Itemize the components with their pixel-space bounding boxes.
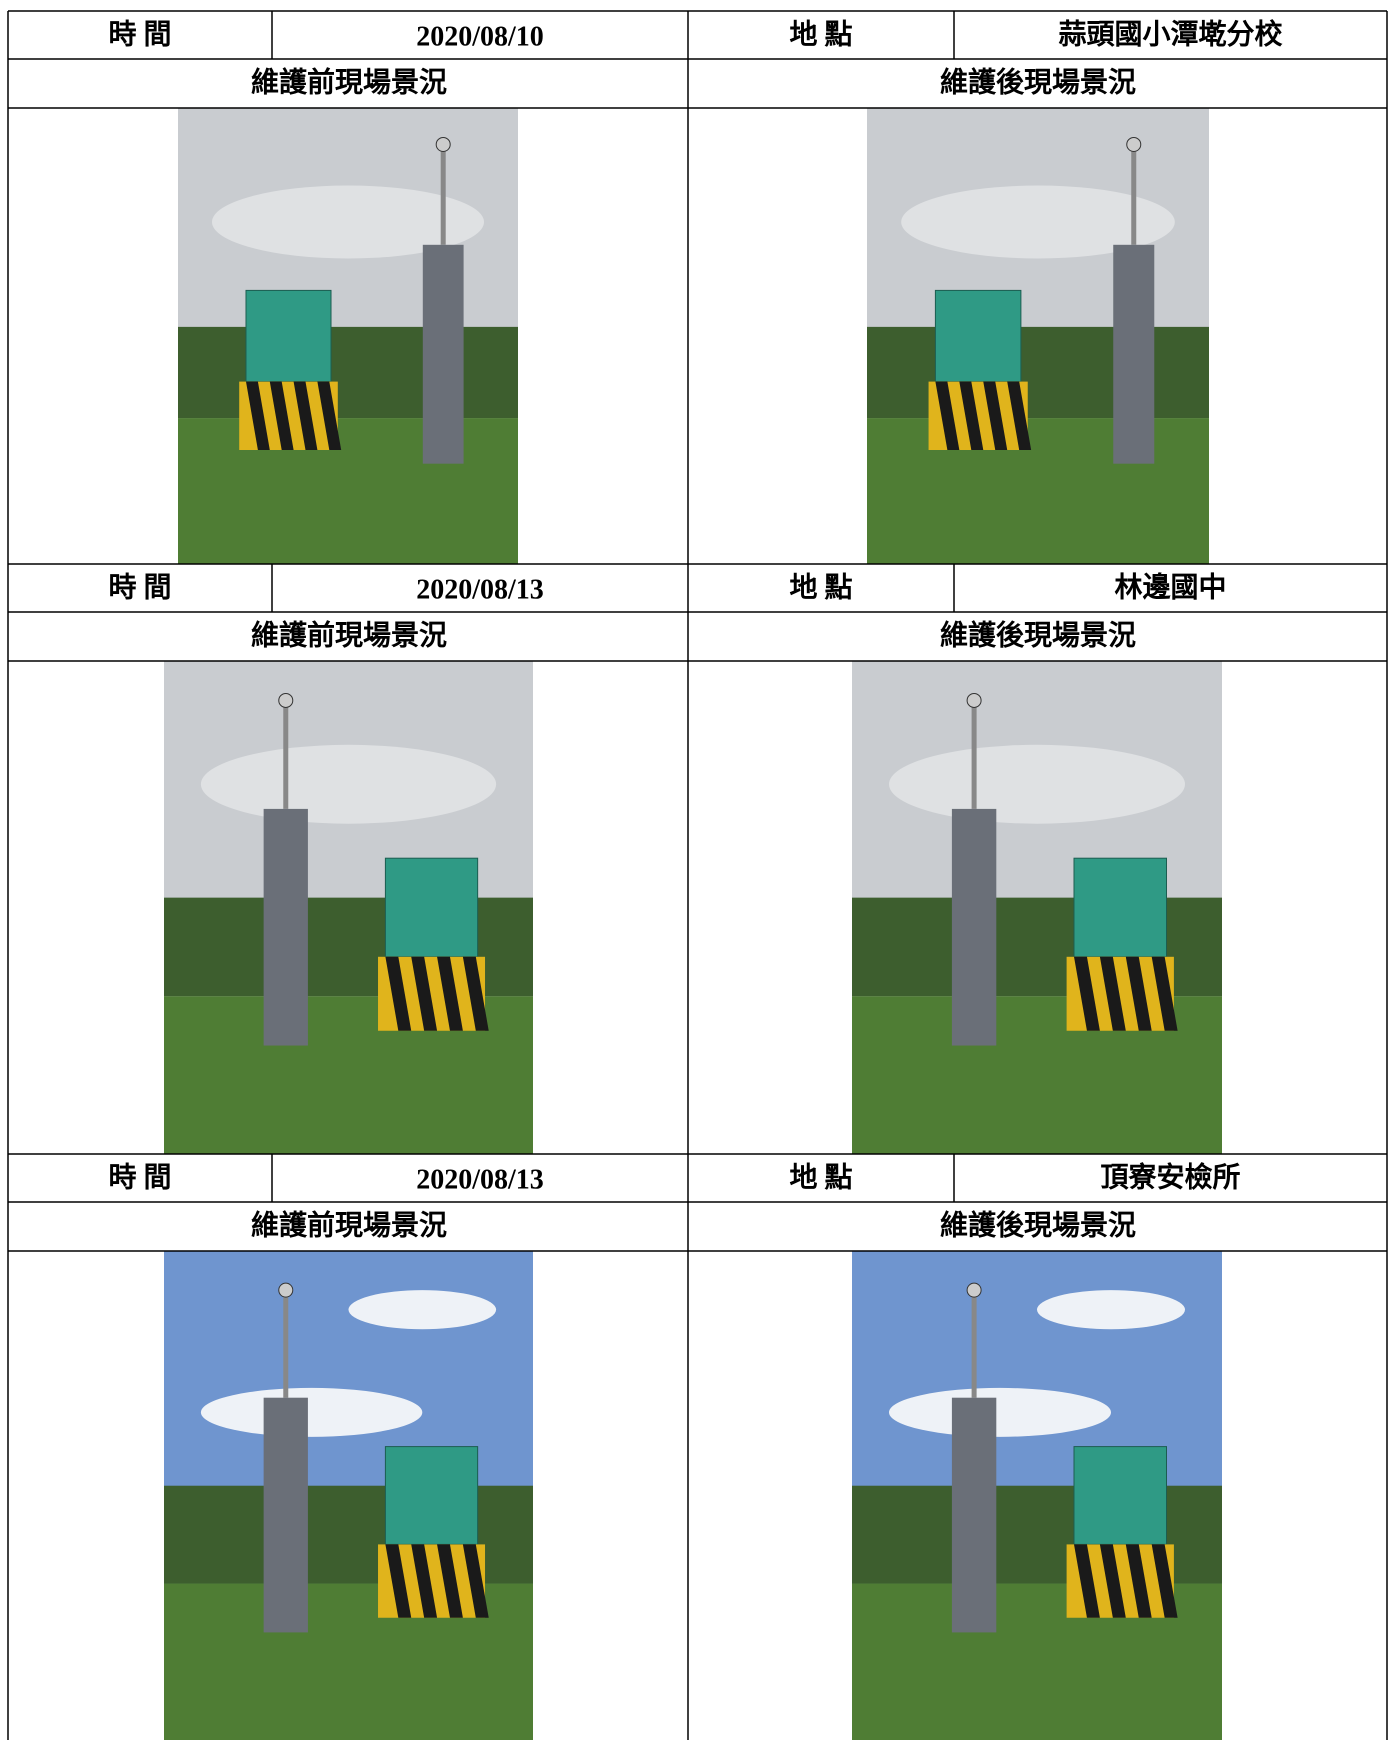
date: 2020/08/13 <box>416 1164 544 1195</box>
stripe <box>1099 1544 1126 1618</box>
stripe <box>1099 956 1126 1031</box>
pillar <box>951 808 997 1046</box>
after-label: 維護後現場景況 <box>940 1208 1136 1241</box>
grass <box>178 418 518 564</box>
stripe <box>437 1544 463 1618</box>
cloud <box>212 185 484 259</box>
cloud <box>1037 1290 1185 1330</box>
stripe <box>317 381 342 450</box>
time-label: 時 間 <box>108 18 171 50</box>
stripe <box>983 381 1008 450</box>
photo <box>164 661 533 1154</box>
trees <box>867 326 1209 419</box>
stripe <box>1074 956 1100 1031</box>
antenna <box>278 692 294 708</box>
cloud <box>889 744 1185 824</box>
cabinet <box>384 1446 479 1545</box>
location-label: 地 點 <box>789 18 852 50</box>
date: 2020/08/10 <box>416 21 544 52</box>
before-label: 維護前現場景況 <box>251 1208 447 1241</box>
stripe <box>462 1544 489 1618</box>
photo <box>164 1251 533 1740</box>
photo <box>867 108 1209 564</box>
cabinet <box>1073 1446 1167 1545</box>
stripe <box>1074 1544 1100 1618</box>
photo <box>852 661 1222 1154</box>
stripe <box>959 381 984 450</box>
before-label: 維護前現場景況 <box>251 65 447 98</box>
time-label: 時 間 <box>108 1161 171 1193</box>
stripe <box>1125 956 1152 1031</box>
stripe <box>385 1544 412 1618</box>
stripe <box>246 381 270 450</box>
location-label: 地 點 <box>789 1161 852 1193</box>
cabinet <box>1073 857 1167 958</box>
cloud <box>889 1387 1111 1437</box>
date: 2020/08/13 <box>416 574 544 605</box>
stripe <box>411 1544 438 1618</box>
antenna <box>1126 136 1142 152</box>
photo <box>852 1251 1222 1740</box>
cloud <box>200 744 497 824</box>
stripe <box>293 381 318 450</box>
antenna <box>278 1282 294 1298</box>
before-label: 維護前現場景況 <box>251 618 447 651</box>
stripe <box>1007 381 1032 450</box>
stripe <box>411 956 438 1031</box>
stripe <box>1125 1544 1152 1618</box>
cabinet <box>384 857 479 958</box>
location: 蒜頭國小潭墘分校 <box>1058 17 1283 50</box>
location: 林邊國中 <box>1114 570 1226 603</box>
stripe <box>1151 956 1178 1031</box>
location: 頂寮安檢所 <box>1100 1160 1240 1193</box>
trees <box>178 326 518 419</box>
cabinet <box>245 289 332 383</box>
after-label: 維護後現場景況 <box>940 65 1136 98</box>
pillar <box>422 244 464 464</box>
after-label: 維護後現場景況 <box>940 618 1136 651</box>
photo <box>178 108 518 564</box>
location-label: 地 點 <box>789 571 852 603</box>
time-label: 時 間 <box>108 571 171 603</box>
antenna <box>966 692 982 708</box>
pillar <box>263 1397 308 1633</box>
grass <box>867 418 1209 564</box>
stripe <box>385 956 412 1031</box>
pillar <box>951 1397 997 1633</box>
cloud <box>348 1290 497 1330</box>
pillar <box>263 808 308 1046</box>
stripe <box>269 381 294 450</box>
antenna <box>966 1282 982 1298</box>
stripe <box>437 956 463 1031</box>
stripe <box>935 381 960 450</box>
pillar <box>1113 244 1155 464</box>
cloud <box>200 1387 423 1437</box>
stripe <box>1151 1544 1178 1618</box>
antenna <box>435 136 451 152</box>
cloud <box>901 185 1175 259</box>
cabinet <box>934 289 1022 383</box>
stripe <box>462 956 489 1031</box>
